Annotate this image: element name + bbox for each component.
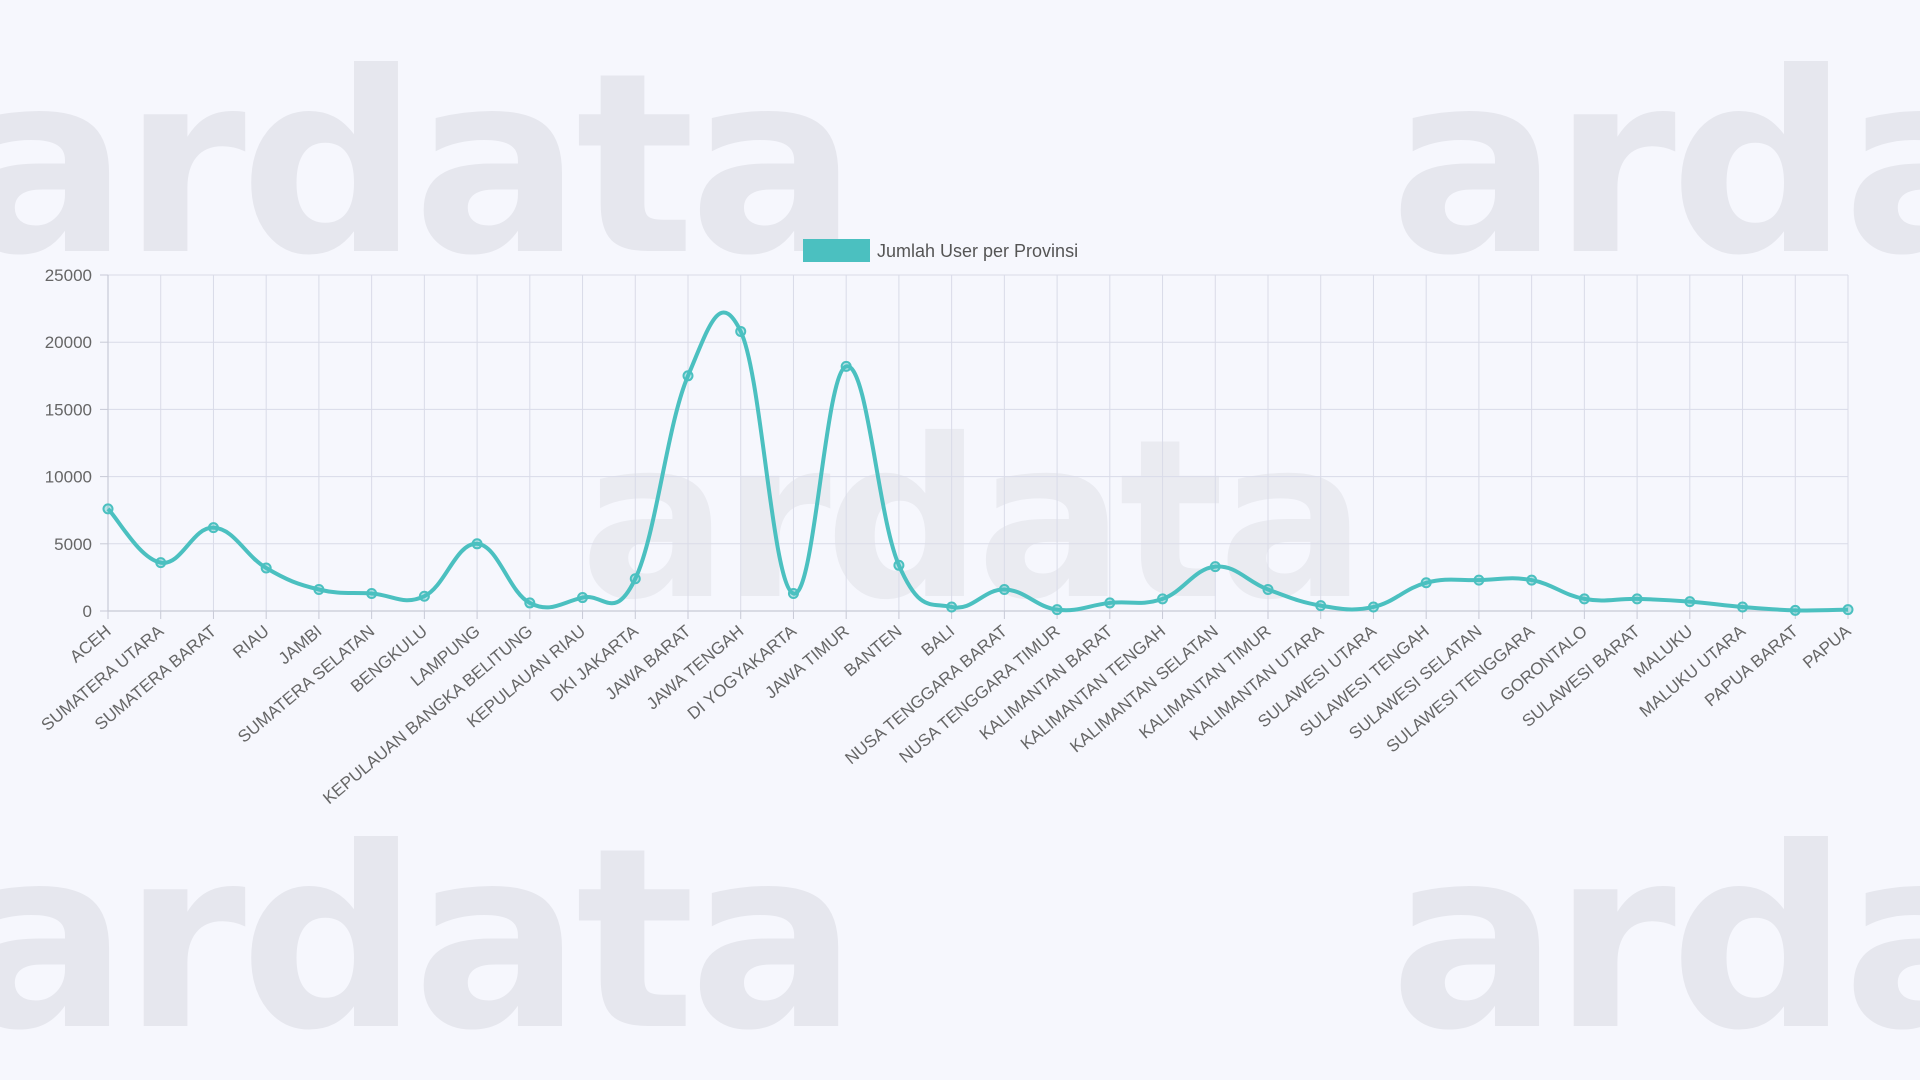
data-point[interactable] <box>155 557 167 569</box>
data-point[interactable] <box>1578 593 1590 605</box>
chart-legend[interactable]: Jumlah User per Provinsi <box>803 239 1078 262</box>
x-tick-label: ACEH <box>66 622 114 667</box>
x-tick-label: PAPUA <box>1799 621 1855 672</box>
data-point[interactable] <box>1315 600 1327 612</box>
data-point[interactable] <box>102 503 114 515</box>
data-point[interactable] <box>1631 593 1643 605</box>
data-point[interactable] <box>682 370 694 382</box>
data-point[interactable] <box>524 597 536 609</box>
data-point[interactable] <box>260 562 272 574</box>
data-point[interactable] <box>1262 583 1274 595</box>
data-points <box>102 325 1854 616</box>
data-point[interactable] <box>471 538 483 550</box>
data-point[interactable] <box>946 601 958 613</box>
data-point[interactable] <box>1526 574 1538 586</box>
data-point[interactable] <box>893 559 905 571</box>
data-point[interactable] <box>1420 577 1432 589</box>
data-point[interactable] <box>998 583 1010 595</box>
data-point[interactable] <box>1051 604 1063 616</box>
data-point[interactable] <box>1842 604 1854 616</box>
watermark-logo: ardata <box>0 794 858 1080</box>
y-tick-label: 15000 <box>45 400 92 419</box>
legend-label[interactable]: Jumlah User per Provinsi <box>877 241 1078 261</box>
watermark-logo: ardata <box>1390 19 1920 310</box>
data-point[interactable] <box>629 573 641 585</box>
legend-swatch[interactable] <box>803 239 870 262</box>
data-point[interactable] <box>577 592 589 604</box>
data-point[interactable] <box>1684 596 1696 608</box>
y-tick-label: 0 <box>83 602 92 621</box>
data-point[interactable] <box>1367 601 1379 613</box>
data-point[interactable] <box>418 590 430 602</box>
data-point[interactable] <box>840 360 852 372</box>
y-axis-tick-labels: 0 5000 10000 15000 20000 25000 <box>45 266 92 621</box>
watermark-logo: ardata <box>580 392 1367 648</box>
watermark-logo: ardata <box>0 19 858 310</box>
data-point[interactable] <box>787 588 799 600</box>
data-point[interactable] <box>366 588 378 600</box>
data-point[interactable] <box>313 583 325 595</box>
y-tick-label: 10000 <box>45 468 92 487</box>
x-tick-label: PAPUA BARAT <box>1701 622 1802 711</box>
y-tick-label: 5000 <box>54 535 92 554</box>
data-point[interactable] <box>1104 597 1116 609</box>
watermark-logo: ardata <box>1390 794 1920 1080</box>
data-point[interactable] <box>735 325 747 337</box>
data-point[interactable] <box>207 522 219 534</box>
chart-axes <box>100 274 1849 619</box>
y-tick-label: 25000 <box>45 266 92 285</box>
data-point[interactable] <box>1209 561 1221 573</box>
series-line <box>106 310 1849 613</box>
x-tick-label: RIAU <box>229 622 272 663</box>
x-tick-label: BANTEN <box>840 622 905 681</box>
data-point[interactable] <box>1473 574 1485 586</box>
data-point[interactable] <box>1157 593 1169 605</box>
data-point[interactable] <box>1737 601 1749 613</box>
chart-grid <box>107 274 1849 612</box>
x-tick-label: BALI <box>918 622 958 660</box>
y-tick-label: 20000 <box>45 333 92 352</box>
data-point[interactable] <box>1789 604 1801 616</box>
